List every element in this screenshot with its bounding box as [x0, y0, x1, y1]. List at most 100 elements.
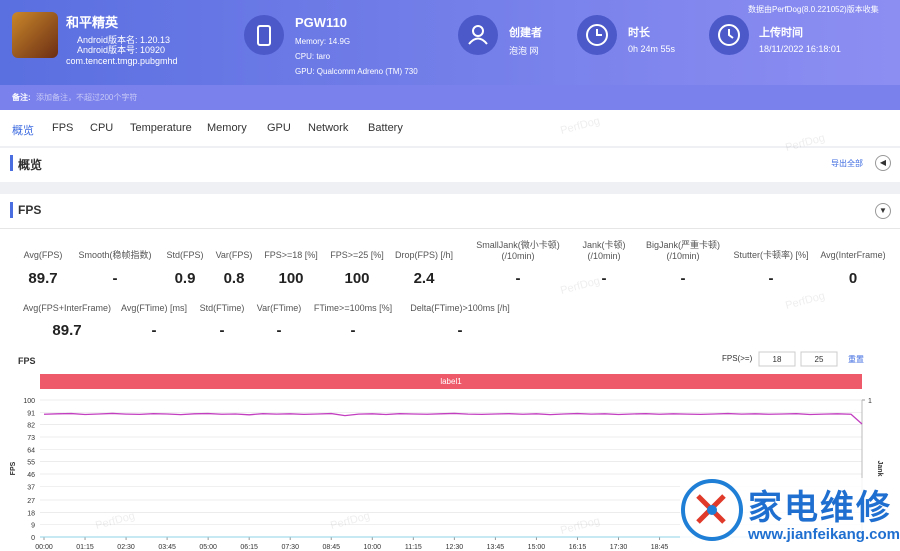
- threshold-value: 18: [773, 355, 782, 364]
- stat-value: -: [151, 322, 157, 339]
- reset-button[interactable]: 重置: [848, 354, 864, 364]
- overview-title: 概览: [18, 158, 43, 172]
- stat-label: FTime>=100ms [%]: [313, 303, 393, 313]
- stat-label: Smooth(稳帧指数): [78, 250, 152, 260]
- creator-label: 创建者: [509, 27, 542, 39]
- stat-value: -: [515, 270, 521, 287]
- tab[interactable]: FPS: [52, 122, 74, 134]
- tab[interactable]: GPU: [267, 122, 291, 134]
- android-code: Android版本号: 10920: [77, 45, 166, 55]
- fps-chart: FPS FPS(>=) 18 25 重置 label1 0 9 18 27 37 46 55 64 73 82…: [10, 351, 883, 551]
- stat-label: FPS>=25 [%]: [330, 250, 384, 260]
- y-tick-label: 46: [27, 472, 35, 479]
- stat-label: Std(FPS): [166, 250, 204, 260]
- x-tick-label: 18:45: [651, 544, 669, 551]
- stat-value: -: [112, 270, 118, 287]
- upload-time: 18/11/2022 16:18:01: [759, 44, 841, 54]
- stat-value: -: [219, 322, 225, 339]
- tab[interactable]: CPU: [90, 122, 114, 134]
- x-tick-label: 08:45: [322, 544, 340, 551]
- y-tick-label: 27: [27, 498, 35, 505]
- cpu: CPU: taro: [295, 52, 331, 61]
- y-tick-label: 100: [23, 398, 35, 405]
- x-tick-label: 16:15: [569, 544, 587, 551]
- x-tick-label: 02:30: [117, 544, 135, 551]
- stat-value: 89.7: [28, 270, 58, 287]
- overview-bar: [0, 148, 900, 182]
- note-input[interactable]: 添加备注，不超过200个字符: [36, 93, 138, 102]
- stat-label: Avg(FTime) [ms]: [120, 303, 188, 313]
- stat-value: -: [276, 322, 282, 339]
- upload-icon: [709, 15, 749, 55]
- collapse-button[interactable]: ◀: [875, 155, 891, 171]
- stat-label: Var(FTime): [256, 303, 302, 313]
- tab[interactable]: Memory: [207, 122, 247, 134]
- stat-value: -: [457, 322, 463, 339]
- y-tick-label: 18: [27, 510, 35, 517]
- x-tick-label: 17:30: [610, 544, 628, 551]
- x-tick-label: 10:00: [364, 544, 382, 551]
- x-tick-label: 07:30: [281, 544, 299, 551]
- gpu: GPU: Qualcomm Adreno (TM) 730: [295, 67, 418, 76]
- band-label: label1: [440, 377, 462, 386]
- creator: 泡泡 网: [509, 46, 539, 56]
- y2-axis-label: Jank: [876, 461, 883, 477]
- stat-value: 0: [848, 270, 858, 287]
- app-name: 和平精英: [66, 15, 119, 30]
- y-tick-label: 73: [27, 435, 35, 442]
- threshold-input[interactable]: [758, 351, 796, 367]
- source: 数据由PerfDog(8.0.221052)版本收集: [748, 5, 879, 14]
- stat-label: SmallJank(微小卡顿): [476, 240, 560, 250]
- stat-value: 89.7: [52, 322, 82, 339]
- x-tick-label: 01:15: [76, 544, 94, 551]
- y-tick-label: 37: [27, 484, 35, 491]
- stat-label: Std(FTime): [199, 303, 245, 313]
- duration: 0h 24m 55s: [628, 44, 676, 54]
- stat-label: BigJank(严重卡顿): [645, 240, 721, 250]
- x-tick-label: 12:30: [446, 544, 464, 551]
- tab[interactable]: Battery: [368, 122, 403, 134]
- stat-value: 100: [278, 270, 304, 287]
- band: [40, 374, 862, 389]
- tab[interactable]: Network: [308, 122, 349, 134]
- stat-label: Delta(FTime)>100ms [/h]: [410, 303, 510, 313]
- y-tick-label: 91: [27, 410, 35, 417]
- collapse-button[interactable]: ▼: [875, 203, 891, 219]
- x-tick-label: 15:00: [528, 544, 546, 551]
- upload-label: 上传时间: [759, 27, 803, 39]
- note-bar: [0, 85, 900, 110]
- y-tick-label: 0: [31, 535, 35, 542]
- app-icon: [12, 12, 58, 58]
- watermark-url: www.jianfeikang.com: [748, 526, 900, 543]
- threshold-value: 25: [815, 355, 824, 364]
- stat-value: 100: [344, 270, 370, 287]
- x-tick-label: 11:15: [405, 544, 422, 551]
- fps-line: [43, 412, 863, 425]
- y2-tick-label: 1: [868, 398, 872, 405]
- stat-value: -: [680, 270, 686, 287]
- tab[interactable]: Temperature: [130, 122, 192, 134]
- divider: [0, 228, 900, 229]
- stat-value: -: [350, 322, 356, 339]
- watermark-logo: [681, 479, 743, 541]
- device-icon: [244, 15, 284, 55]
- stat-label: Var(FPS): [215, 250, 253, 260]
- export-all[interactable]: 导出全部: [831, 159, 863, 168]
- stat-value: 2.4: [413, 270, 435, 287]
- threshold-input[interactable]: [800, 351, 838, 367]
- duration-icon: [577, 15, 617, 55]
- stat-label: (/10min): [587, 251, 621, 261]
- y-tick-label: 55: [27, 460, 35, 467]
- stat-label: Stutter(卡顿率) [%]: [733, 250, 809, 260]
- stat-label: Avg(InterFrame): [820, 250, 886, 260]
- x-tick-label: 06:15: [240, 544, 258, 551]
- stat-label: Jank(卡顿): [582, 240, 626, 250]
- header: [0, 0, 900, 85]
- accent: [10, 202, 13, 218]
- stat-label: (/10min): [666, 251, 700, 261]
- stat-label: FPS>=18 [%]: [264, 250, 318, 260]
- stat-value: -: [768, 270, 774, 287]
- y-tick-label: 9: [31, 523, 35, 530]
- tab[interactable]: 概览: [12, 125, 34, 137]
